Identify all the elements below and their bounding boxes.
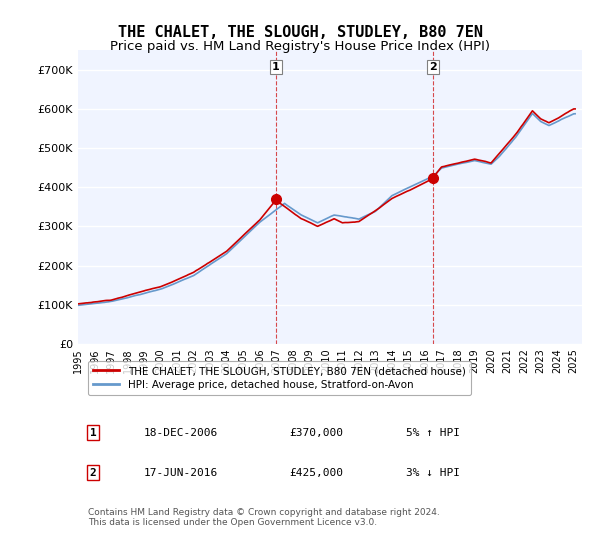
Text: THE CHALET, THE SLOUGH, STUDLEY, B80 7EN: THE CHALET, THE SLOUGH, STUDLEY, B80 7EN — [118, 25, 482, 40]
Text: £425,000: £425,000 — [290, 468, 344, 478]
Text: 17-JUN-2016: 17-JUN-2016 — [143, 468, 218, 478]
Text: 18-DEC-2006: 18-DEC-2006 — [143, 427, 218, 437]
Text: 1: 1 — [90, 427, 97, 437]
Text: £370,000: £370,000 — [290, 427, 344, 437]
Legend: THE CHALET, THE SLOUGH, STUDLEY, B80 7EN (detached house), HPI: Average price, d: THE CHALET, THE SLOUGH, STUDLEY, B80 7EN… — [88, 361, 471, 395]
Text: 2: 2 — [429, 62, 436, 72]
Text: 2: 2 — [90, 468, 97, 478]
Text: Contains HM Land Registry data © Crown copyright and database right 2024.
This d: Contains HM Land Registry data © Crown c… — [88, 508, 440, 527]
Text: 3% ↓ HPI: 3% ↓ HPI — [406, 468, 460, 478]
Text: 1: 1 — [272, 62, 280, 72]
Text: 5% ↑ HPI: 5% ↑ HPI — [406, 427, 460, 437]
Text: Price paid vs. HM Land Registry's House Price Index (HPI): Price paid vs. HM Land Registry's House … — [110, 40, 490, 53]
